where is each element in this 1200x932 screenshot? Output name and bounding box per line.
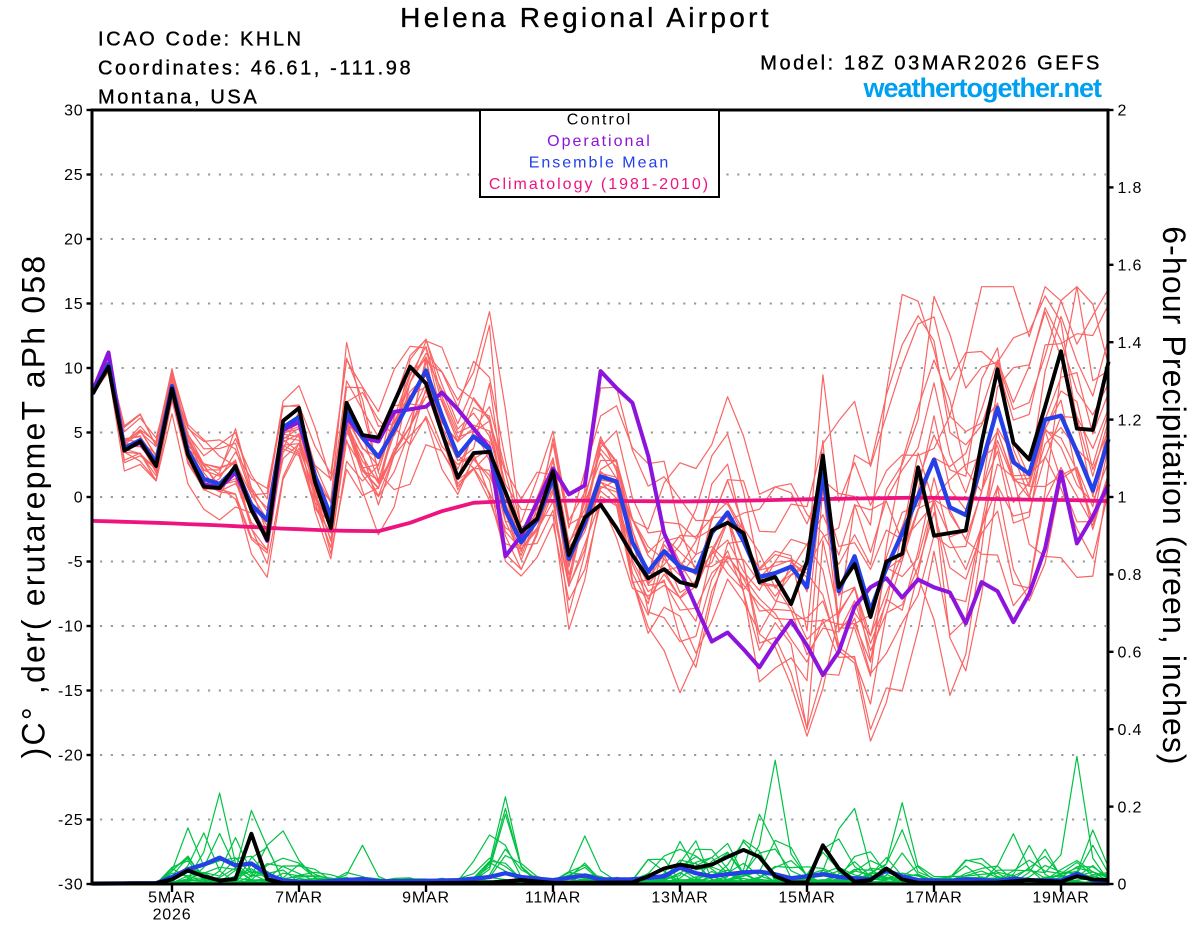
svg-text:0: 0 xyxy=(1118,877,1128,894)
svg-text:ICAO Code: KHLN: ICAO Code: KHLN xyxy=(98,29,304,51)
svg-text:10: 10 xyxy=(64,361,83,378)
svg-text:-25: -25 xyxy=(58,812,84,829)
svg-text:0: 0 xyxy=(74,490,84,507)
svg-text:2: 2 xyxy=(1118,103,1128,120)
svg-text:15MAR: 15MAR xyxy=(778,890,835,907)
svg-text:1.6: 1.6 xyxy=(1118,258,1143,275)
svg-text:5: 5 xyxy=(74,425,84,442)
svg-text:0.6: 0.6 xyxy=(1118,645,1143,662)
svg-text:15: 15 xyxy=(64,296,83,313)
svg-text:Montana, USA: Montana, USA xyxy=(98,87,259,109)
svg-text:-5: -5 xyxy=(68,554,84,571)
svg-text:0.8: 0.8 xyxy=(1118,567,1143,584)
svg-text:Model: 18Z 03MAR2026 GEFS: Model: 18Z 03MAR2026 GEFS xyxy=(760,53,1102,75)
svg-text:2026: 2026 xyxy=(153,907,192,924)
svg-text:Operational: Operational xyxy=(547,133,652,150)
svg-text:-15: -15 xyxy=(58,683,84,700)
svg-text:0.4: 0.4 xyxy=(1118,722,1143,739)
svg-text:19MAR: 19MAR xyxy=(1032,890,1089,907)
svg-text:13MAR: 13MAR xyxy=(651,890,708,907)
svg-text:-20: -20 xyxy=(58,748,84,765)
svg-text:-10: -10 xyxy=(58,619,84,636)
svg-text:weathertogether.net: weathertogether.net xyxy=(862,73,1102,103)
svg-text:5MAR: 5MAR xyxy=(148,890,196,907)
svg-text:-30: -30 xyxy=(58,877,84,894)
svg-text:6-hour Precipitation (green, i: 6-hour Precipitation (green, inches) xyxy=(1156,226,1192,765)
svg-text:17MAR: 17MAR xyxy=(905,890,962,907)
svg-text:0.2: 0.2 xyxy=(1118,799,1143,816)
svg-text:Climatology (1981-2010): Climatology (1981-2010) xyxy=(489,176,710,193)
svg-text:1: 1 xyxy=(1118,490,1128,507)
svg-text:30: 30 xyxy=(64,103,83,120)
svg-text:9MAR: 9MAR xyxy=(402,890,450,907)
svg-text:7MAR: 7MAR xyxy=(275,890,323,907)
svg-text:1.2: 1.2 xyxy=(1118,412,1143,429)
svg-text:20: 20 xyxy=(64,232,83,249)
svg-text:Helena Regional Airport: Helena Regional Airport xyxy=(400,2,772,33)
svg-text:Coordinates: 46.61, -111.98: Coordinates: 46.61, -111.98 xyxy=(98,58,413,80)
svg-text:25: 25 xyxy=(64,167,83,184)
svg-text:Ensemble Mean: Ensemble Mean xyxy=(529,155,671,172)
svg-text:)C° ,der( erutarepmeT aPh 058: )C° ,der( erutarepmeT aPh 058 xyxy=(16,254,52,759)
svg-text:1.8: 1.8 xyxy=(1118,180,1143,197)
svg-text:Control: Control xyxy=(567,112,633,129)
svg-text:11MAR: 11MAR xyxy=(525,890,581,907)
svg-text:1.4: 1.4 xyxy=(1118,335,1143,352)
